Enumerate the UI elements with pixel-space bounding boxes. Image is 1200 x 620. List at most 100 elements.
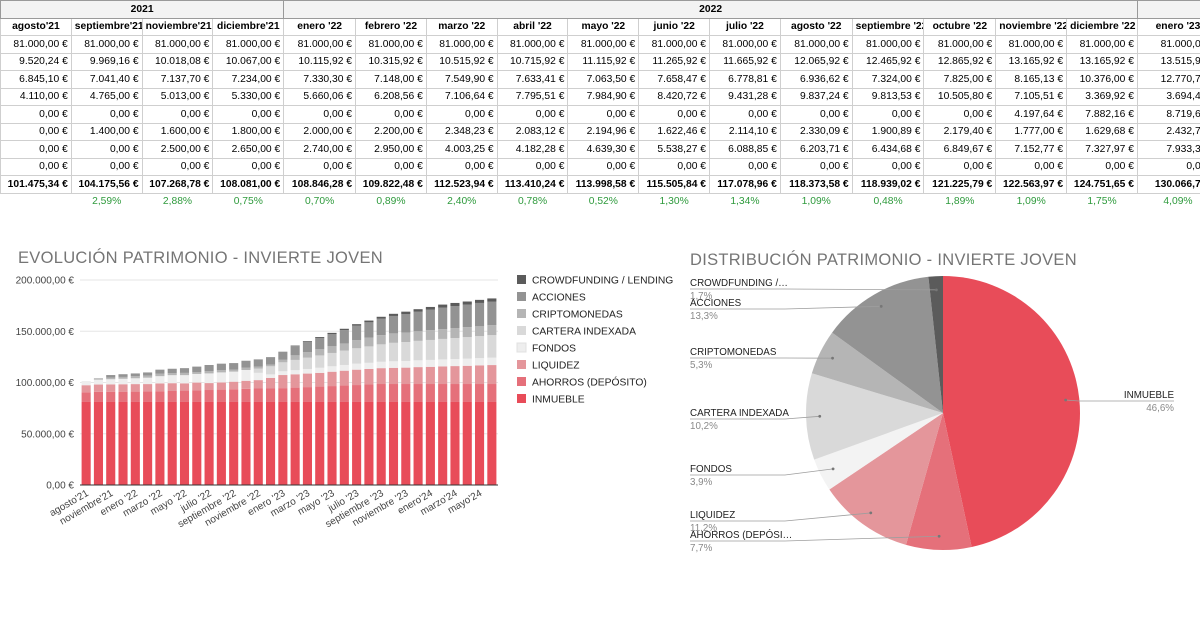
table-cell: 6.203,71 € bbox=[779, 140, 853, 159]
bar-segment-crowdfunding-lending bbox=[327, 332, 337, 335]
pie-slice-fondos bbox=[814, 413, 943, 490]
table-row: 0,00 €1.400,00 €1.600,00 €1.800,00 €2.00… bbox=[0, 122, 1200, 141]
table-cell: 8.420,72 € bbox=[638, 87, 711, 106]
growth-cell: 0,70% bbox=[305, 196, 335, 208]
table-cell: 81.000,00 € bbox=[709, 35, 781, 54]
month-header-cell: julio '22 bbox=[709, 17, 781, 36]
bar-segment-acciones bbox=[167, 368, 177, 374]
table-cell: 0,00 € bbox=[1136, 157, 1200, 176]
bar-segment-cartera-indexada bbox=[450, 337, 460, 360]
bar-segment-cartera-indexada bbox=[462, 337, 472, 359]
bar-segment-fondos bbox=[315, 367, 325, 373]
table-cell: 0,00 € bbox=[0, 122, 72, 141]
bar-segment-criptomonedas bbox=[327, 346, 337, 353]
table-cell: 8.719,60 € bbox=[1136, 105, 1200, 124]
legend-swatch bbox=[517, 326, 526, 335]
table-cell: 12.770,72 € bbox=[1136, 70, 1200, 89]
bar-segment-fondos bbox=[93, 379, 103, 385]
bar-segment-criptomonedas bbox=[155, 373, 165, 377]
table-cell: 0,00 € bbox=[638, 105, 711, 124]
table-cell: 0,00 € bbox=[709, 157, 781, 176]
bar-segment-cartera-indexada bbox=[315, 355, 325, 368]
month-header-cell: junio '22 bbox=[638, 17, 711, 36]
table-cell: 7.041,40 € bbox=[70, 70, 143, 89]
bar-segment-ahorros-dep-sito- bbox=[438, 384, 448, 402]
bar-segment-ahorros-dep-sito- bbox=[204, 390, 214, 402]
bar-segment-ahorros-dep-sito- bbox=[376, 384, 386, 402]
bar-segment-fondos bbox=[204, 373, 214, 384]
total-cell: 130.066,77 € bbox=[1136, 175, 1200, 194]
bar-segment-ahorros-dep-sito- bbox=[266, 388, 276, 402]
growth-cell: 0,48% bbox=[873, 196, 903, 208]
bar-segment-inmueble bbox=[302, 401, 312, 485]
pie-leader-dot bbox=[869, 511, 873, 515]
growth-cell: 2,40% bbox=[447, 196, 477, 208]
bar-segment-fondos bbox=[118, 378, 128, 385]
pie-slice-percent: 11,2% bbox=[690, 523, 717, 534]
bar-segment-criptomonedas bbox=[315, 349, 325, 356]
table-cell: 7.633,41 € bbox=[496, 70, 569, 89]
y-tick-label: 50.000,00 € bbox=[21, 429, 74, 440]
total-cell: 113.998,58 € bbox=[567, 175, 640, 194]
bar-segment-liquidez bbox=[192, 382, 202, 391]
bar-segment-ahorros-dep-sito- bbox=[143, 391, 153, 402]
y-tick-label: 100.000,00 € bbox=[16, 378, 75, 389]
bar-segment-acciones bbox=[253, 359, 263, 367]
bar-segment-criptomonedas bbox=[143, 375, 153, 378]
table-cell: 3.369,92 € bbox=[1066, 87, 1138, 106]
bar-segment-cartera-indexada bbox=[339, 350, 349, 365]
bar-segment-inmueble bbox=[93, 401, 103, 485]
growth-cell: 1,09% bbox=[1016, 196, 1046, 208]
bar-segment-inmueble bbox=[155, 401, 165, 485]
bar-segment-inmueble bbox=[253, 401, 263, 485]
bar-segment-inmueble bbox=[216, 401, 226, 485]
growth-cell: 4,09% bbox=[1163, 196, 1193, 208]
total-cell: 104.175,56 € bbox=[70, 175, 143, 194]
pie-leader-line bbox=[690, 535, 940, 542]
bar-segment-cartera-indexada bbox=[302, 357, 312, 369]
bar-segment-acciones bbox=[425, 309, 435, 331]
table-cell: 7.882,16 € bbox=[1066, 105, 1138, 124]
table-cell: 13.165,92 € bbox=[995, 52, 1068, 71]
table-cell: 2.950,00 € bbox=[355, 140, 427, 159]
pie-slice-ahorros-dep-si bbox=[905, 413, 972, 550]
table-cell: 1.400,00 € bbox=[70, 122, 143, 141]
bar-segment-ahorros-dep-sito- bbox=[130, 391, 140, 402]
legend-swatch bbox=[517, 394, 526, 403]
bar-segment-fondos bbox=[339, 364, 349, 371]
total-row: 101.475,34 €104.175,56 €107.268,78 €108.… bbox=[0, 175, 1200, 194]
table-cell: 5.330,00 € bbox=[212, 87, 285, 106]
table-cell: 2.194,96 € bbox=[567, 122, 640, 141]
bar-segment-fondos bbox=[167, 375, 177, 384]
table-cell: 0,00 € bbox=[425, 105, 498, 124]
bar-segment-ahorros-dep-sito- bbox=[167, 390, 177, 402]
bar-segment-ahorros-dep-sito- bbox=[425, 384, 435, 402]
bar-segment-criptomonedas bbox=[266, 364, 276, 367]
bar-segment-crowdfunding-lending bbox=[376, 316, 386, 319]
table-cell: 0,00 € bbox=[851, 157, 925, 176]
table-cell: 81.000,00 € bbox=[355, 35, 427, 54]
y-tick-label: 200.000,00 € bbox=[16, 276, 75, 287]
bar-segment-criptomonedas bbox=[167, 373, 177, 376]
bar-segment-inmueble bbox=[487, 401, 497, 485]
table-cell: 7.549,90 € bbox=[425, 70, 498, 89]
table-cell: 6.434,68 € bbox=[851, 140, 925, 159]
bar-segment-criptomonedas bbox=[290, 355, 300, 360]
table-cell: 81.000,00 € bbox=[851, 35, 925, 54]
bar-segment-inmueble bbox=[118, 401, 128, 485]
pie-slice-label: AHORROS (DEPÓSI… bbox=[690, 530, 792, 541]
pie-slice-percent: 7,7% bbox=[690, 543, 713, 554]
bar-segment-fondos bbox=[462, 358, 472, 366]
stacked-bar-chart: 0,00 € 50.000,00 € 100.000,00 € 150.000,00 … bbox=[16, 275, 673, 530]
pie-slice-percent: 1,7% bbox=[690, 291, 713, 302]
bar-segment-liquidez bbox=[450, 366, 460, 385]
bar-segment-criptomonedas bbox=[302, 352, 312, 358]
table-cell: 1.800,00 € bbox=[212, 122, 285, 141]
bar-segment-inmueble bbox=[352, 401, 362, 485]
month-header-cell: septiembre'21 bbox=[70, 17, 143, 36]
bar-segment-ahorros-dep-sito- bbox=[290, 387, 300, 402]
bar-segment-acciones bbox=[118, 374, 128, 377]
pie-leader-line bbox=[690, 468, 834, 476]
month-header-cell: diciembre'21 bbox=[212, 17, 285, 36]
bar-segment-acciones bbox=[106, 375, 116, 378]
